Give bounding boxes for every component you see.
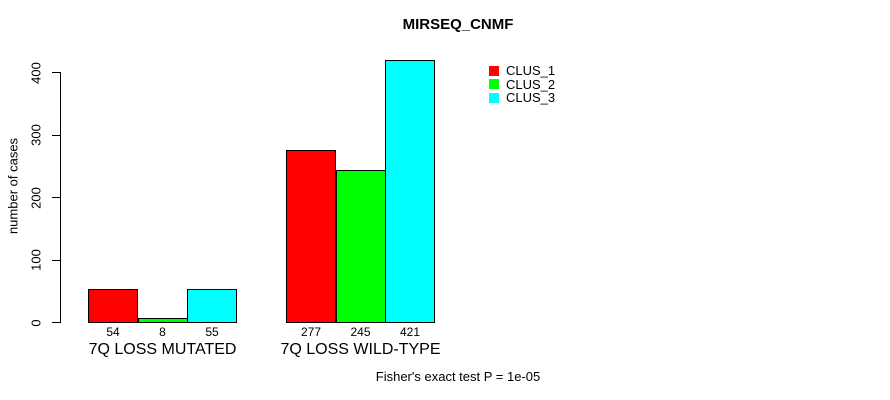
bar-clus_3-1 [187, 289, 237, 323]
y-tick-mark [52, 72, 60, 73]
y-tick-label: 400 [28, 61, 44, 84]
legend-label: CLUS_1 [506, 63, 556, 79]
y-tick-label: 300 [28, 124, 44, 146]
chart-title: MIRSEQ_CNMF [402, 16, 514, 33]
y-tick-label: 200 [28, 186, 44, 209]
y-axis-title: number of cases [5, 137, 21, 235]
x-category-label: 7Q LOSS WILD-TYPE [280, 341, 441, 358]
y-tick-mark [52, 322, 60, 323]
y-tick-label: 100 [28, 249, 44, 271]
stat-annotation: Fisher's exact test P = 1e-05 [375, 369, 541, 384]
bar-value-label: 277 [300, 325, 322, 339]
legend-label: CLUS_3 [506, 90, 556, 106]
legend-swatch-clus_2 [489, 79, 499, 90]
bar-clus_2-1 [137, 318, 188, 323]
legend-item-clus_3: CLUS_3 [489, 90, 556, 106]
y-tick-mark [52, 197, 60, 198]
legend-item-clus_2: CLUS_2 [489, 76, 556, 92]
y-axis-line [60, 72, 61, 323]
y-tick-label: 0 [28, 318, 44, 327]
legend-swatch-clus_1 [489, 65, 499, 76]
y-tick-mark [52, 134, 60, 136]
legend-item-clus_1: CLUS_1 [489, 63, 556, 79]
legend-swatch-clus_3 [489, 92, 499, 103]
bar-clus_1-2 [286, 150, 336, 323]
legend: CLUS_1 CLUS_2 CLUS_3 [489, 63, 556, 106]
legend-label: CLUS_2 [506, 76, 556, 92]
y-tick-mark [52, 259, 60, 261]
bar-clus_2-2 [335, 170, 386, 323]
bar-clus_1-1 [88, 289, 138, 323]
x-category-label: 7Q LOSS MUTATED [88, 341, 237, 358]
bar-value-label: 245 [350, 325, 371, 339]
bar-value-label: 8 [159, 325, 166, 339]
bar-clus_3-2 [385, 60, 435, 323]
bar-value-label: 55 [205, 325, 219, 339]
bar-value-label: 54 [106, 325, 120, 339]
bar-value-label: 421 [399, 325, 421, 339]
